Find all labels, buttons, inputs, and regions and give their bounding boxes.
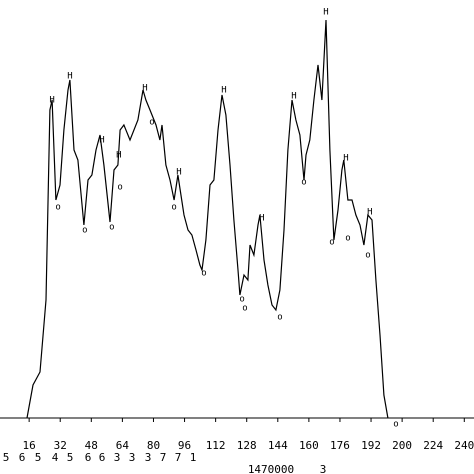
footer-label: 6 <box>99 451 106 464</box>
footer-label: 5 <box>35 451 42 464</box>
annotation: H <box>221 86 226 96</box>
annotation: H <box>323 8 328 18</box>
annotation: H <box>67 72 72 82</box>
x-tick-label: 240 <box>454 439 474 452</box>
x-tick-label: 48 <box>85 439 98 452</box>
footer-label: 5 <box>67 451 74 464</box>
footer-label: 1470000 <box>248 463 294 474</box>
annotation: o <box>82 226 87 236</box>
footer-label: 1 <box>190 451 197 464</box>
annotation: H <box>259 214 264 224</box>
x-tick-label: 16 <box>23 439 36 452</box>
annotation: H <box>142 84 147 94</box>
x-tick-label: 80 <box>147 439 160 452</box>
footer-label: 3 <box>129 451 136 464</box>
footer-label: 5 <box>3 451 10 464</box>
annotation: o <box>365 251 370 261</box>
annotation: o <box>393 420 398 430</box>
annotation: o <box>149 118 154 128</box>
annotation: o <box>109 223 114 233</box>
x-tick-label: 144 <box>268 439 288 452</box>
annotation: o <box>171 203 176 213</box>
annotation: o <box>277 313 282 323</box>
line <box>26 19 389 419</box>
x-tick-label: 112 <box>206 439 226 452</box>
x-tick-label: 96 <box>178 439 191 452</box>
footer-label: 6 <box>19 451 26 464</box>
x-tick-label: 176 <box>330 439 350 452</box>
annotation: o <box>239 295 244 305</box>
annotation: o <box>242 304 247 314</box>
x-tick-label: 128 <box>237 439 257 452</box>
x-tick-label: 224 <box>423 439 443 452</box>
footer-label: 7 <box>160 451 167 464</box>
footer-label: 3 <box>320 463 327 474</box>
footer-label: 3 <box>145 451 152 464</box>
x-tick-label: 160 <box>299 439 319 452</box>
x-tick-label: 200 <box>392 439 412 452</box>
annotation: H <box>99 136 104 146</box>
footer-label: 4 <box>52 451 59 464</box>
x-tick-label: 32 <box>54 439 67 452</box>
annotation: o <box>55 203 60 213</box>
annotation: o <box>117 183 122 193</box>
annotation: H <box>291 92 296 102</box>
annotation: o <box>345 234 350 244</box>
annotation: o <box>201 269 206 279</box>
annotation: H <box>116 151 121 161</box>
footer-label: 7 <box>175 451 182 464</box>
footer-label: 3 <box>114 451 121 464</box>
annotation: H <box>343 154 348 164</box>
annotation: o <box>329 238 334 248</box>
annotation: H <box>367 208 372 218</box>
annotation: H <box>49 96 54 106</box>
annotation: H <box>176 168 181 178</box>
annotation: o <box>301 178 306 188</box>
x-tick-label: 64 <box>116 439 130 452</box>
footer-label: 6 <box>85 451 92 464</box>
x-tick-label: 192 <box>361 439 381 452</box>
